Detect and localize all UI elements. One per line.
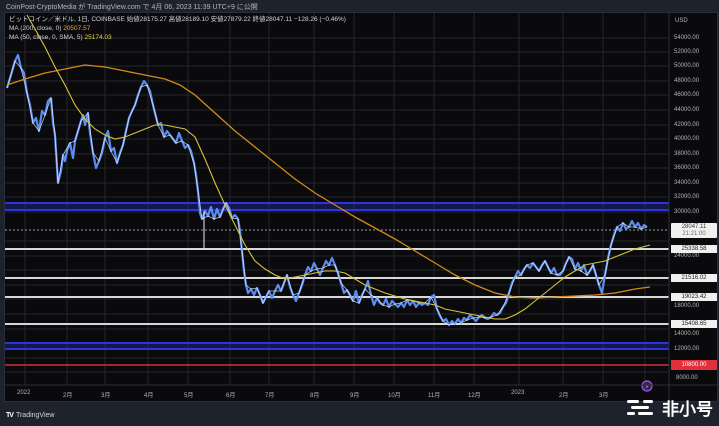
tradingview-brand: TradingView <box>15 412 55 419</box>
time-label-aug: 8月 <box>310 393 320 399</box>
current-price-value: 28047.11 <box>681 224 707 230</box>
support-band-lower <box>5 342 669 350</box>
level-badge-10800: 10800.00 <box>671 360 717 370</box>
tick-44000: 44000.00 <box>674 107 700 113</box>
ma50-legend: MA (50, close, 0, SMA, 5) 25174.03 <box>9 33 346 42</box>
tick-8000: 8000.00 <box>676 375 698 381</box>
level-badge-21516: 21516.02 <box>671 274 717 282</box>
tick-14000: 14000.00 <box>674 331 700 337</box>
footer: TV TradingView <box>0 404 719 426</box>
level-badge-25338: 25338.58 <box>671 245 717 253</box>
event-marker-icon[interactable]: ⚡ <box>641 380 653 392</box>
chart-legend: ビットコイン／米ドル, 1日, COINBASE 始値28175.27 高値28… <box>9 15 346 42</box>
price-series-wicks <box>6 60 648 326</box>
tick-18000: 18000.00 <box>674 303 700 309</box>
tradingview-logo-icon: TV <box>6 412 14 419</box>
time-label-dec: 12月 <box>468 393 481 399</box>
tick-34000: 34000.00 <box>674 180 700 186</box>
level-badge-15408: 15408.65 <box>671 320 717 328</box>
time-label-apr: 4月 <box>144 393 154 399</box>
tick-12000: 12000.00 <box>674 346 700 352</box>
tick-40000: 40000.00 <box>674 136 700 142</box>
time-label-jun: 6月 <box>226 393 236 399</box>
tradingview-logo[interactable]: TV TradingView <box>6 412 54 419</box>
currency-label: USD <box>675 18 688 24</box>
tick-30000: 30000.00 <box>674 209 700 215</box>
time-label-jul: 7月 <box>265 393 275 399</box>
time-label-mar: 3月 <box>101 393 111 399</box>
publish-info: CoinPost-CryptoMedia が TradingView.com で… <box>0 0 719 12</box>
price-chart[interactable]: ⚡ <box>5 13 719 403</box>
tick-52000: 52000.00 <box>674 49 700 55</box>
tick-42000: 42000.00 <box>674 122 700 128</box>
time-label-2022: 2022 <box>17 390 31 396</box>
ma200-label: MA (200, close, 0) <box>9 25 62 32</box>
grid-horizontal <box>5 37 669 373</box>
time-label-sep: 9月 <box>350 393 360 399</box>
tick-46000: 46000.00 <box>674 92 700 98</box>
level-badge-19023: 19023.42 <box>671 293 717 301</box>
time-label-feb-2023: 2月 <box>559 393 569 399</box>
price-axis[interactable]: USD 54000.00 52000.00 50000.00 48000.00 … <box>670 13 719 385</box>
watermark: 非小号 <box>627 395 713 419</box>
tick-50000: 50000.00 <box>674 63 700 69</box>
tick-54000: 54000.00 <box>674 35 700 41</box>
ma50-label: MA (50, close, 0, SMA, 5) <box>9 34 83 41</box>
ma200-line <box>6 64 651 299</box>
symbol-ohlc-line: ビットコイン／米ドル, 1日, COINBASE 始値28175.27 高値28… <box>9 16 346 23</box>
bar-countdown: 21:21:00 <box>682 231 706 237</box>
time-label-feb: 2月 <box>63 393 73 399</box>
watermark-logo-icon <box>627 398 657 416</box>
time-label-nov: 11月 <box>428 393 441 399</box>
time-label-oct: 10月 <box>388 393 401 399</box>
time-label-mar-2023: 3月 <box>599 393 609 399</box>
time-axis[interactable]: 2022 2月 3月 4月 5月 6月 7月 8月 9月 10月 11月 12月… <box>5 386 669 402</box>
watermark-text: 非小号 <box>662 399 713 419</box>
tick-32000: 32000.00 <box>674 194 700 200</box>
tick-48000: 48000.00 <box>674 78 700 84</box>
ma200-value: 20507.57 <box>63 25 91 32</box>
tick-36000: 36000.00 <box>674 165 700 171</box>
tick-38000: 38000.00 <box>674 151 700 157</box>
tick-24000: 24000.00 <box>674 253 700 259</box>
current-price-badge: 28047.11 21:21:00 <box>671 223 717 238</box>
time-label-2023: 2023 <box>511 390 525 396</box>
ma50-value: 25174.03 <box>84 34 112 41</box>
time-label-may: 5月 <box>184 393 194 399</box>
chart-panel[interactable]: ⚡ ビットコイン／米ドル, 1日, COINBASE 始値28175.27 高値… <box>4 12 719 403</box>
ma200-legend: MA (200, close, 0) 20507.57 <box>9 24 346 33</box>
ma50-line <box>26 14 651 320</box>
svg-text:⚡: ⚡ <box>645 384 649 391</box>
